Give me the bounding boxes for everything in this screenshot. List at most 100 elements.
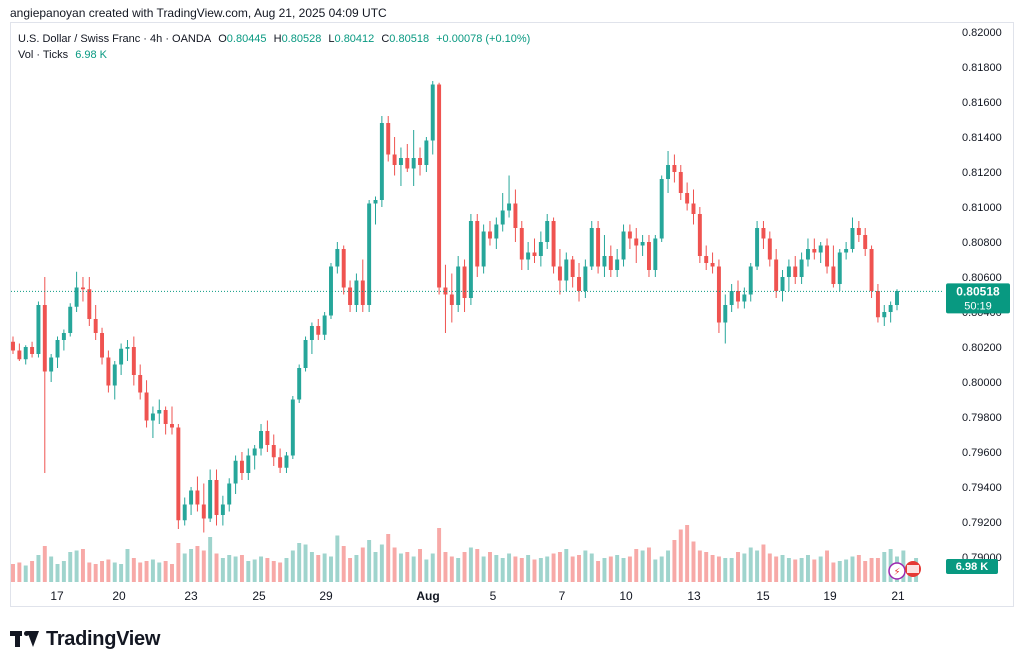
volume-bar [704,552,709,582]
candle-body [736,291,740,302]
candle-body [634,238,639,246]
candle-body [494,224,499,239]
candle-body [729,291,734,305]
candle-body [61,333,66,340]
candle-body [93,319,98,333]
candle-body [398,158,403,165]
candle-body [545,221,550,242]
volume-bar [462,552,467,582]
lightning-glyph: ⚡ [893,567,900,578]
candle-body [119,348,124,365]
close-value: 0.80518 [389,33,430,45]
volume-bar [23,565,28,582]
volume-bar [494,555,499,582]
volume-bar [532,559,537,582]
high-value: 0.80528 [281,33,322,45]
volume-bar [475,549,480,582]
volume-bar [303,544,308,582]
candle-body [106,357,111,386]
volume-bar [87,562,92,582]
volume-bar [468,547,473,582]
candle-body [589,228,594,267]
volume-bar [621,558,626,582]
candle-body [805,249,810,260]
chart-frame[interactable] [10,22,1014,607]
volume-bar [150,559,155,582]
volume-label[interactable]: Vol · Ticks [18,49,69,61]
volume-bar [341,546,346,582]
volume-bar [163,561,168,582]
candle-body [577,277,581,291]
x-tick-label: 23 [184,589,198,603]
volume-bar [125,549,130,582]
volume-bar [373,552,378,582]
volume-bar [437,528,442,582]
volume-bar [170,564,174,582]
close-label: C [381,33,390,45]
volume-bar [729,558,734,582]
price-badge [946,283,1010,314]
volume-bar [627,556,632,582]
volume-bar [239,555,244,582]
volume-bar [780,555,785,582]
candle-body [462,266,467,298]
candle-body [182,504,187,521]
y-tick-label: 0.80000 [962,377,1002,389]
candle-body [214,480,219,515]
candle-body [449,294,454,305]
candle-body [11,341,15,351]
candle-body [17,350,22,360]
volume-bar [481,556,486,582]
volume-bar [367,540,372,582]
y-tick-label: 0.81800 [962,62,1002,74]
candle-body [144,392,149,421]
tradingview-logo-icon [10,629,40,649]
candle-body [341,249,346,288]
candle-body [526,252,531,260]
footer-brand[interactable]: TradingView [10,624,160,654]
candle-body [112,364,117,386]
candle-body [475,221,480,267]
volume-bar [659,556,664,582]
candle-body [170,424,174,428]
volume-bar [666,550,671,582]
volume-bar [189,549,194,582]
volume-bar [748,547,753,582]
y-tick-label: 0.79800 [962,412,1002,424]
x-tick-label: 15 [756,589,770,603]
candle-body [825,245,830,267]
candle-body [767,238,772,260]
x-tick-label: Aug [416,589,439,603]
volume-bar [545,556,550,582]
candle-body [818,245,823,253]
volume-bar [818,556,823,582]
volume-bar [812,559,817,582]
candle-body [208,480,213,519]
y-tick-label: 0.82000 [962,27,1002,39]
watermark-header: angiepanoyan created with TradingView.co… [10,6,387,20]
volume-bar [882,552,887,582]
candle-body [507,203,512,211]
volume-bar [278,562,283,582]
volume-bar [379,544,384,582]
volume-bar [309,552,314,582]
volume-bar [259,556,264,582]
candle-body [691,203,696,214]
candle-body [220,504,225,515]
volume-bar [208,537,213,582]
volume-bar [755,550,760,582]
y-tick-label: 0.81000 [962,202,1002,214]
symbol-title[interactable]: U.S. Dollar / Swiss Franc · 4h · OANDA [18,33,212,45]
candle-body [23,347,28,360]
low-value: 0.80412 [334,33,375,45]
event-lightning-icon[interactable] [888,562,906,580]
volume-bar [856,555,861,582]
candle-body [348,287,353,305]
candle-body [557,266,562,281]
volume-bar [17,562,22,582]
candle-body [329,266,333,316]
candle-body [755,228,760,267]
volume-bar [131,558,136,582]
candle-body [481,231,486,267]
